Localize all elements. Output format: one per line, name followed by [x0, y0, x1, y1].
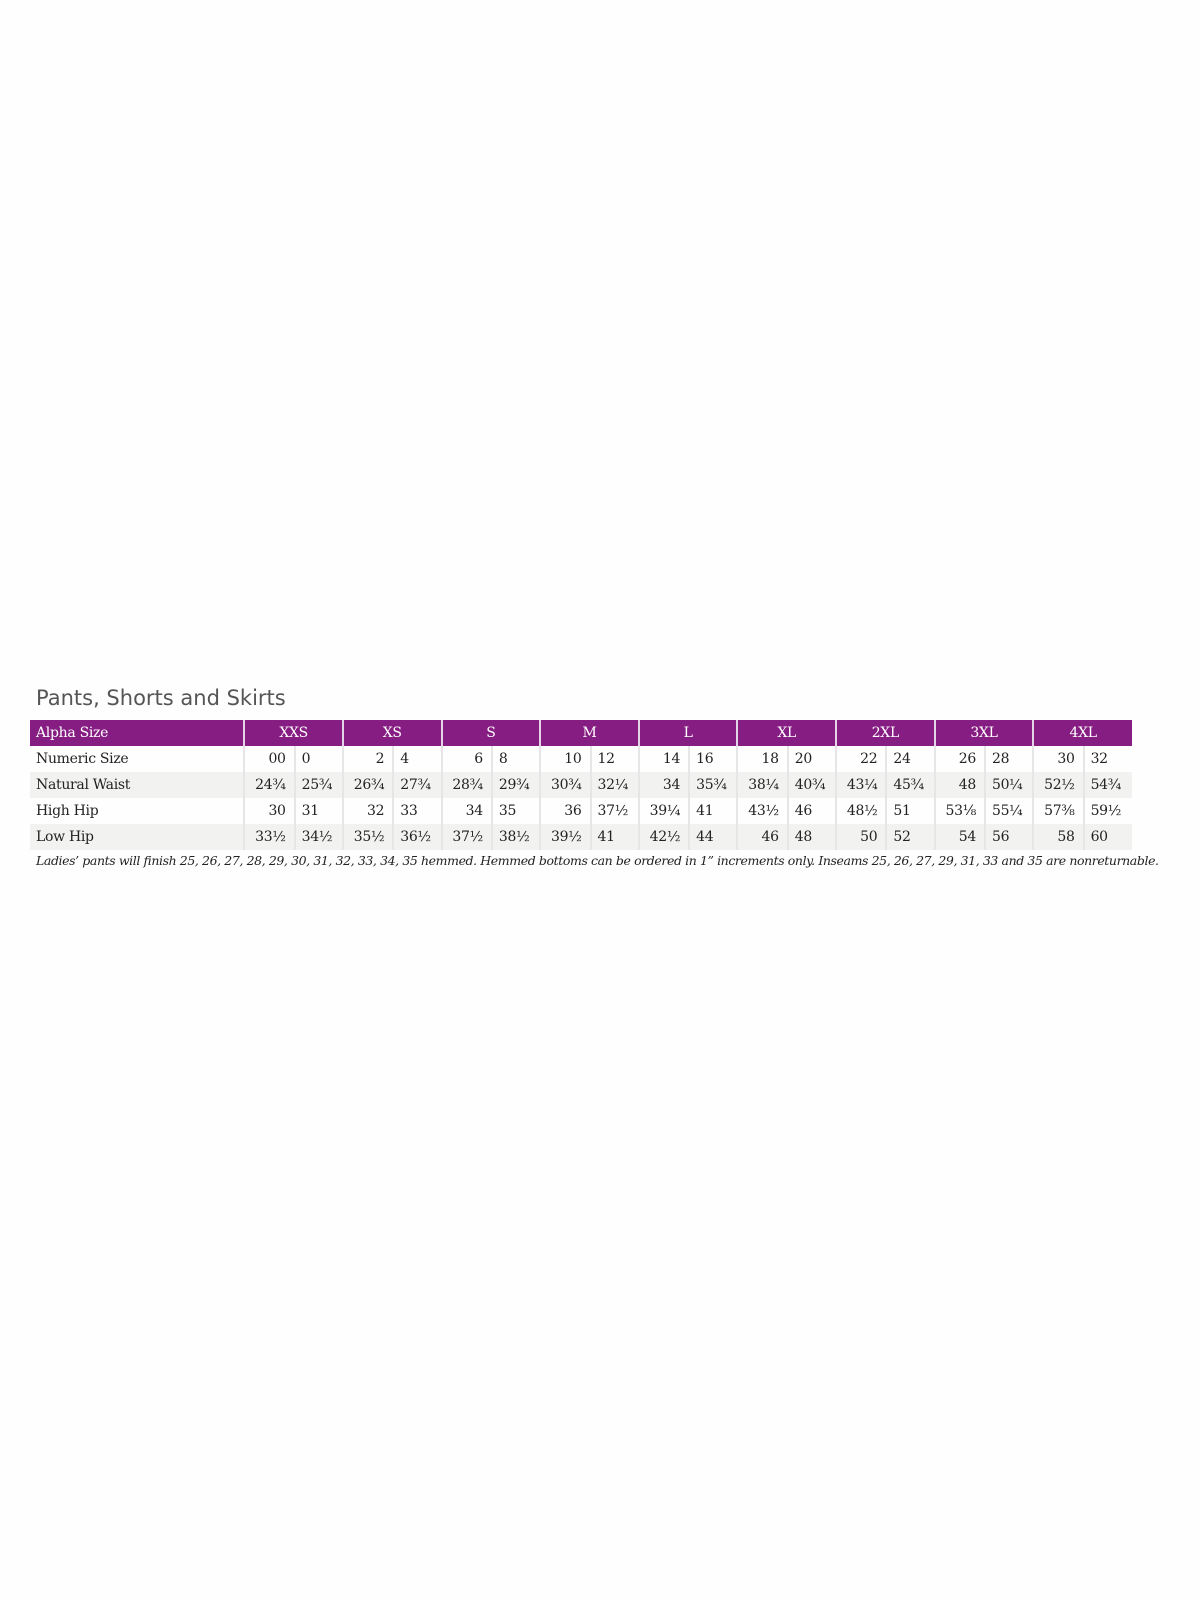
table-cell: 4 — [392, 746, 442, 772]
table-cell: 35¾ — [688, 772, 738, 798]
table-cell: 0 — [293, 746, 343, 772]
table-cell: 48½ — [835, 798, 887, 824]
row-label: High Hip — [36, 803, 99, 819]
row-label: Natural Waist — [30, 772, 245, 798]
table-cell: 42½ — [637, 824, 690, 850]
row-label: Numeric Size — [36, 751, 129, 767]
size-header: 3XL — [933, 720, 1034, 746]
header-row: Alpha Size XXS XS S M L XL 2XL 3XL 4XL — [30, 720, 1132, 746]
table-cell: 39½ — [539, 824, 591, 850]
table-cell: 6 — [440, 746, 492, 772]
table-cell: 52 — [885, 824, 935, 850]
table-cell: 57⅜ — [1032, 798, 1084, 824]
table-cell: 29¾ — [490, 772, 541, 798]
table-row: Numeric Size 00 0 2 4 6 8 10 12 14 16 18 20 22 24 26 28 3… — [30, 746, 1132, 772]
table-cell: 26¾ — [341, 772, 394, 798]
size-header: M — [539, 720, 639, 746]
table-cell: 36 — [539, 798, 591, 824]
table-cell: 34 — [637, 772, 690, 798]
table-cell: 8 — [490, 746, 541, 772]
table-cell: 10 — [539, 746, 591, 772]
size-header: XS — [341, 720, 442, 746]
table-cell: 54 — [933, 824, 985, 850]
table-cell: 31 — [293, 798, 343, 824]
section-title: Pants, Shorts and Skirts — [36, 686, 286, 710]
table-cell: 12 — [589, 746, 639, 772]
table-cell: 53⅛ — [933, 798, 985, 824]
table-cell: 38¼ — [736, 772, 788, 798]
table-cell: 30¾ — [539, 772, 591, 798]
table-cell: 30 — [1032, 746, 1084, 772]
table-cell: 48 — [933, 772, 985, 798]
table-cell: 50 — [835, 824, 887, 850]
header-label: Alpha Size — [30, 720, 245, 746]
table-cell: 41 — [589, 824, 639, 850]
table-cell: 2 — [341, 746, 394, 772]
table-cell: 32 — [341, 798, 394, 824]
table-cell: 27¾ — [392, 772, 442, 798]
table-cell: 59½ — [1082, 798, 1132, 824]
table-cell: 55¼ — [983, 798, 1034, 824]
table-row: High Hip 30 31 32 33 34 35 36 37½ 39¼ 41 43½ 46 48½ 51… — [30, 798, 1132, 824]
table-cell: 00 — [243, 746, 295, 772]
table-cell: 16 — [688, 746, 738, 772]
table-cell: 32¼ — [589, 772, 639, 798]
table-cell: 45¾ — [885, 772, 935, 798]
size-header: XXS — [243, 720, 343, 746]
table-cell: 26 — [933, 746, 985, 772]
table-cell: 35½ — [341, 824, 394, 850]
table-cell: 41 — [688, 798, 738, 824]
table-cell: 50¼ — [983, 772, 1034, 798]
table-cell: 33½ — [243, 824, 295, 850]
table-cell: 39¼ — [637, 798, 690, 824]
table-cell: 32 — [1082, 746, 1132, 772]
table-cell: 24¾ — [243, 772, 295, 798]
table-cell: 35 — [490, 798, 541, 824]
size-header: 2XL — [835, 720, 935, 746]
table-cell: 24 — [885, 746, 935, 772]
table-cell: 58 — [1032, 824, 1084, 850]
table-cell: 33 — [392, 798, 442, 824]
table-cell: 40¾ — [786, 772, 837, 798]
table-cell: 38½ — [490, 824, 541, 850]
table-cell: 30 — [243, 798, 295, 824]
table-cell: 60 — [1082, 824, 1132, 850]
table-cell: 43¼ — [835, 772, 887, 798]
table-cell: 28 — [983, 746, 1034, 772]
table-cell: 22 — [835, 746, 887, 772]
table-cell: 51 — [885, 798, 935, 824]
footnote: Ladies’ pants will finish 25, 26, 27, 28… — [36, 853, 1159, 868]
size-header: S — [440, 720, 541, 746]
table-cell: 28¾ — [440, 772, 492, 798]
size-header: XL — [736, 720, 837, 746]
table-cell: 25¾ — [293, 772, 343, 798]
table-cell: 20 — [786, 746, 837, 772]
table-row: Low Hip 33½ 34½ 35½ 36½ 37½ 38½ 39½ 41 42½ 44 46 48 5… — [30, 824, 1132, 850]
table-cell: 36½ — [392, 824, 442, 850]
table-cell: 56 — [983, 824, 1034, 850]
table-cell: 46 — [736, 824, 788, 850]
size-chart-table: Alpha Size XXS XS S M L XL 2XL 3XL 4XL Numeric S… — [30, 720, 1132, 850]
table-cell: 18 — [736, 746, 788, 772]
table-cell: 44 — [688, 824, 738, 850]
table-cell: 14 — [637, 746, 690, 772]
table-cell: 34 — [440, 798, 492, 824]
table-row: Natural Waist 24¾ 25¾ 26¾ 27¾ 28¾ 29¾ 30¾ 32¼ 34 3… — [30, 772, 1132, 798]
size-header: 4XL — [1032, 720, 1132, 746]
size-header: L — [637, 720, 738, 746]
table-cell: 43½ — [736, 798, 788, 824]
table-cell: 34½ — [293, 824, 343, 850]
table-cell: 37½ — [440, 824, 492, 850]
row-label: Low Hip — [30, 824, 245, 850]
table-cell: 46 — [786, 798, 837, 824]
table-cell: 52½ — [1032, 772, 1084, 798]
table-cell: 37½ — [589, 798, 639, 824]
table-cell: 54¾ — [1082, 772, 1132, 798]
table-cell: 48 — [786, 824, 837, 850]
